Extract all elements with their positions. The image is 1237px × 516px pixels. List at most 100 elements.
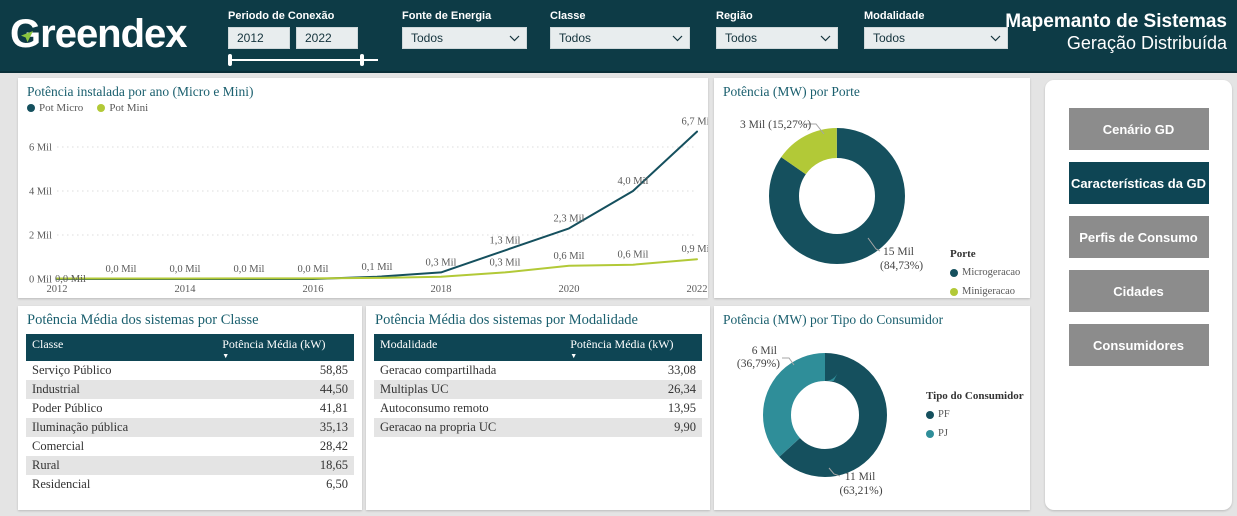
chart-text-label: 0,0 Mil — [106, 264, 137, 275]
periodo-to-input[interactable]: 2022 — [296, 27, 358, 49]
donut-consumidor-title: Potência (MW) por Tipo do Consumidor — [723, 312, 944, 327]
regiao-dropdown[interactable]: Todos — [716, 27, 838, 49]
chart-text-label: 6 Mil — [752, 345, 777, 357]
table-cell-name: Residencial — [32, 477, 91, 491]
table-row[interactable]: Poder Público 41,81 — [26, 399, 354, 418]
nav-button-caracteristicas-da-gd[interactable]: Características da GD — [1068, 162, 1209, 204]
table-row[interactable]: Rural 18,65 — [26, 456, 354, 475]
donut-porte-title: Potência (MW) por Porte — [723, 84, 860, 99]
table-modalidade-title: Potência Média dos sistemas por Modalida… — [375, 312, 638, 328]
logo-text: reendex — [40, 12, 187, 56]
chart-text-label: 0,0 Mil — [55, 274, 86, 285]
legend-item-pot-mini[interactable]: Pot Mini — [97, 102, 148, 114]
chart-text-label: 0,0 Mil — [170, 264, 201, 275]
line-chart-title: Potência instalada por ano (Micro e Mini… — [27, 84, 254, 99]
modalidade-dropdown[interactable]: Todos — [864, 27, 1008, 49]
chart-text-label: 15 Mil — [883, 246, 914, 258]
table-row[interactable]: Autoconsumo remoto 13,95 — [374, 399, 702, 418]
legend-item-pf[interactable]: PF — [926, 409, 1024, 420]
slider-handle-right[interactable] — [360, 54, 364, 66]
logo-leaf-arrow-icon — [21, 31, 34, 43]
column-header-modalidade[interactable]: Modalidade — [374, 334, 565, 361]
chart-text-label: 2,3 Mil — [554, 213, 585, 224]
legend-item-pot-micro[interactable]: Pot Micro — [27, 102, 83, 114]
line-chart-plot[interactable]: 0 Mil 2 Mil 4 Mil 6 Mil 2012 2014 2016 2018 2020… — [18, 78, 708, 298]
nav-button-cenario-gd[interactable]: Cenário GD — [1068, 108, 1209, 150]
chart-text-label: (63,21%) — [839, 485, 882, 497]
column-header-potencia-media[interactable]: Potência Média (kW) ▼ — [564, 334, 702, 361]
table-cell-value: 28,42 — [319, 439, 348, 453]
nav-sidebar: Cenário GD Características da GD Perfis … — [1045, 80, 1232, 510]
chart-text-label: 1,3 Mil — [490, 235, 521, 246]
legend-item-microgeracao[interactable]: Microgeracao — [950, 267, 1020, 278]
legend-dot-pf — [926, 410, 934, 419]
table-cell-value: 33,08 — [667, 363, 696, 377]
nav-button-cidades[interactable]: Cidades — [1068, 270, 1209, 312]
legend-item-minigeracao[interactable]: Minigeracao — [950, 286, 1020, 297]
table-row[interactable]: Serviço Público 58,85 — [26, 361, 354, 380]
slider-track — [228, 59, 378, 61]
column-header-classe[interactable]: Classe — [26, 334, 217, 361]
classe-dropdown[interactable]: Todos — [550, 27, 690, 49]
table-row[interactable]: Comercial 28,42 — [26, 437, 354, 456]
column-header-potencia-media[interactable]: Potência Média (kW) ▼ — [216, 334, 354, 361]
report-title: Mapemanto de Sistemas Geração Distribuíd… — [1005, 11, 1227, 54]
sort-desc-icon: ▼ — [222, 352, 230, 360]
chart-text-label: (84,73%) — [880, 260, 923, 272]
chevron-down-icon — [672, 35, 683, 42]
legend-dot-microgeracao — [950, 268, 958, 277]
table-classe: Classe Potência Média (kW) ▼ Serviço Púb… — [26, 334, 354, 494]
donut-slice-pj[interactable] — [763, 353, 887, 477]
table-row[interactable]: Multiplas UC 26,34 — [374, 380, 702, 399]
chart-text-label: 0,6 Mil — [618, 250, 649, 261]
fonte-dropdown[interactable]: Todos — [402, 27, 527, 49]
line-chart-card: Potência instalada por ano (Micro e Mini… — [18, 78, 708, 298]
donut-slice-minigeracao[interactable] — [769, 128, 905, 264]
donut-consumidor-chart[interactable]: 6 Mil(36,79%) 11 Mil (63,21%) — [714, 306, 1030, 510]
line-series-pot-micro[interactable] — [56, 130, 698, 280]
chevron-down-icon — [820, 35, 831, 42]
chart-text-label: (36,79%) — [737, 358, 780, 370]
legend-title-porte: Porte — [950, 248, 976, 260]
donut-consumidor-card: Potência (MW) por Tipo do Consumidor 6 M… — [714, 306, 1030, 510]
periodo-from-input[interactable]: 2012 — [228, 27, 290, 49]
line-series-pot-mini[interactable] — [56, 258, 698, 280]
table-classe-card: Potência Média dos sistemas por Classe C… — [18, 306, 362, 510]
report-title-line2: Geração Distribuída — [1066, 33, 1227, 53]
filter-fonte: Fonte de Energia Todos — [402, 10, 527, 49]
table-cell-name: Autoconsumo remoto — [380, 401, 489, 415]
table-cell-name: Geracao na propria UC — [374, 418, 565, 437]
chevron-down-icon — [990, 35, 1001, 42]
nav-button-consumidores[interactable]: Consumidores — [1068, 324, 1209, 366]
filter-modalidade: Modalidade Todos — [864, 10, 1008, 49]
legend-dot-micro — [27, 104, 35, 112]
donut-consumidor-legend: Tipo do Consumidor PF PJ — [926, 390, 1024, 447]
nav-button-perfis-de-consumo[interactable]: Perfis de Consumo — [1068, 216, 1209, 258]
table-row[interactable]: Iluminação pública 35,13 — [26, 418, 354, 437]
table-cell-name: Geracao compartilhada — [380, 363, 497, 377]
chart-text-label: 2 Mil — [29, 231, 52, 242]
chart-text-label: 0,9 Mil — [682, 244, 708, 255]
legend-dot-minigeracao — [950, 287, 958, 296]
table-row[interactable]: Residencial 6,50 — [26, 475, 354, 494]
chart-text-label: 0,3 Mil — [426, 257, 457, 268]
filter-classe-label: Classe — [550, 10, 586, 22]
table-row[interactable]: Geracao na propria UC 9,90 — [374, 418, 702, 437]
table-cell-value: 9,90 — [564, 418, 702, 437]
table-cell-name: Rural — [26, 456, 217, 475]
legend-dot-pj — [926, 429, 934, 438]
legend-item-pj[interactable]: PJ — [926, 428, 1024, 439]
donut-porte-chart[interactable]: 3 Mil (15,27%) 15 Mil (84,73%) — [714, 78, 1030, 298]
periodo-range-slider[interactable] — [228, 54, 378, 66]
chart-text-label: 4,0 Mil — [618, 176, 649, 187]
table-cell-value: 35,13 — [216, 418, 354, 437]
table-row[interactable]: Geracao compartilhada 33,08 — [374, 361, 702, 380]
slider-handle-left[interactable] — [228, 54, 232, 66]
table-cell-value: 58,85 — [319, 363, 348, 377]
table-cell-value: 41,81 — [319, 401, 348, 415]
table-cell-name: Multiplas UC — [374, 380, 565, 399]
table-row[interactable]: Industrial 44,50 — [26, 380, 354, 399]
chart-text-label: 4 Mil — [29, 187, 52, 198]
